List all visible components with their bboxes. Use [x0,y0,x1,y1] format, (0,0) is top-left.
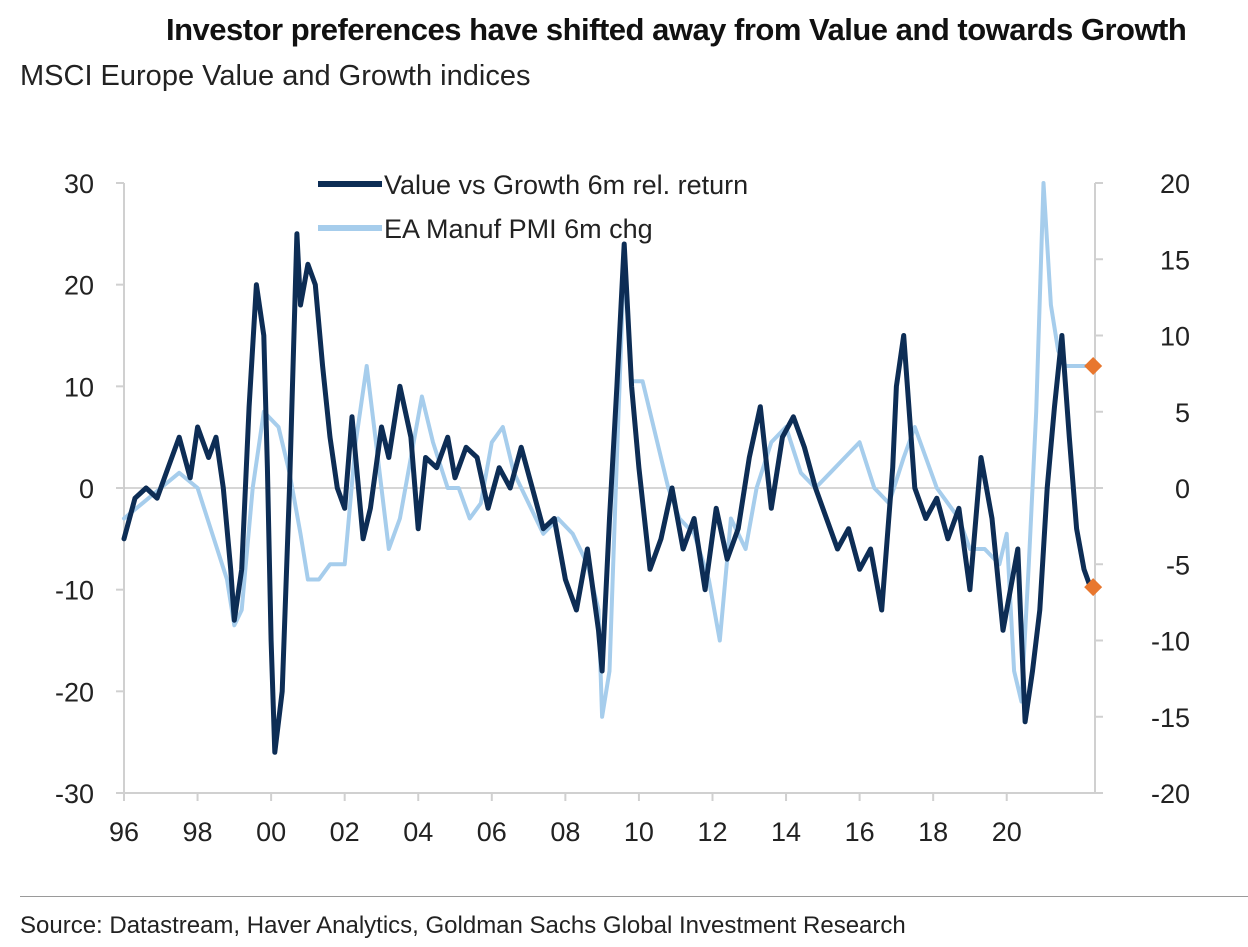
x-tick-label: 04 [403,817,433,847]
left-tick-label: -30 [55,779,94,809]
x-tick-label: 20 [992,817,1022,847]
right-tick-label: 10 [1160,322,1190,352]
footer-divider [20,896,1248,897]
left-tick-label: -10 [55,576,94,606]
end-marker-2 [1084,357,1103,375]
x-tick-label: 06 [477,817,507,847]
x-tick-label: 12 [697,817,727,847]
x-tick-label: 16 [845,817,875,847]
x-tick-label: 00 [256,817,286,847]
end-marker-1 [1084,578,1103,597]
x-tick-label: 08 [550,817,580,847]
chart-title: Investor preferences have shifted away f… [166,12,1187,47]
right-tick-label: -10 [1151,627,1190,657]
chart-legend: Value vs Growth 6m rel. return EA Manuf P… [318,170,748,244]
right-tick-label: -5 [1166,550,1190,580]
legend-pmi-label: EA Manuf PMI 6m chg [384,214,653,244]
x-tick-label: 18 [918,817,948,847]
left-tick-label: 20 [64,271,94,301]
x-tick-label: 96 [109,817,139,847]
right-tick-label: 20 [1160,169,1190,199]
left-tick-label: 10 [64,372,94,402]
chart-axes: 30 20 10 0 -10 -20 -30 20 15 10 5 0 -5 -10 -15 -20 96 98 0… [55,169,1190,847]
right-tick-label: -20 [1151,779,1190,809]
legend-value-vs-growth-label: Value vs Growth 6m rel. return [384,170,748,200]
source-note: Source: Datastream, Haver Analytics, Gol… [20,912,906,939]
line-chart: 30 20 10 0 -10 -20 -30 20 15 10 5 0 -5 -10 -15 -20 96 98 0… [55,169,1190,847]
left-tick-label: 30 [64,169,94,199]
chart-series [121,181,1094,755]
chart-subtitle: MSCI Europe Value and Growth indices [20,60,531,92]
left-tick-label: -20 [55,677,94,707]
left-tick-label: 0 [79,474,94,504]
x-tick-label: 98 [183,817,213,847]
right-tick-label: 15 [1160,245,1190,275]
right-tick-label: -15 [1151,703,1190,733]
x-tick-label: 14 [771,817,801,847]
x-tick-label: 02 [330,817,360,847]
right-tick-label: 5 [1175,398,1190,428]
x-tick-label: 10 [624,817,654,847]
right-tick-label: 0 [1175,474,1190,504]
chart-markers [1084,357,1103,597]
series-line-value-vs-growth [121,231,1094,755]
